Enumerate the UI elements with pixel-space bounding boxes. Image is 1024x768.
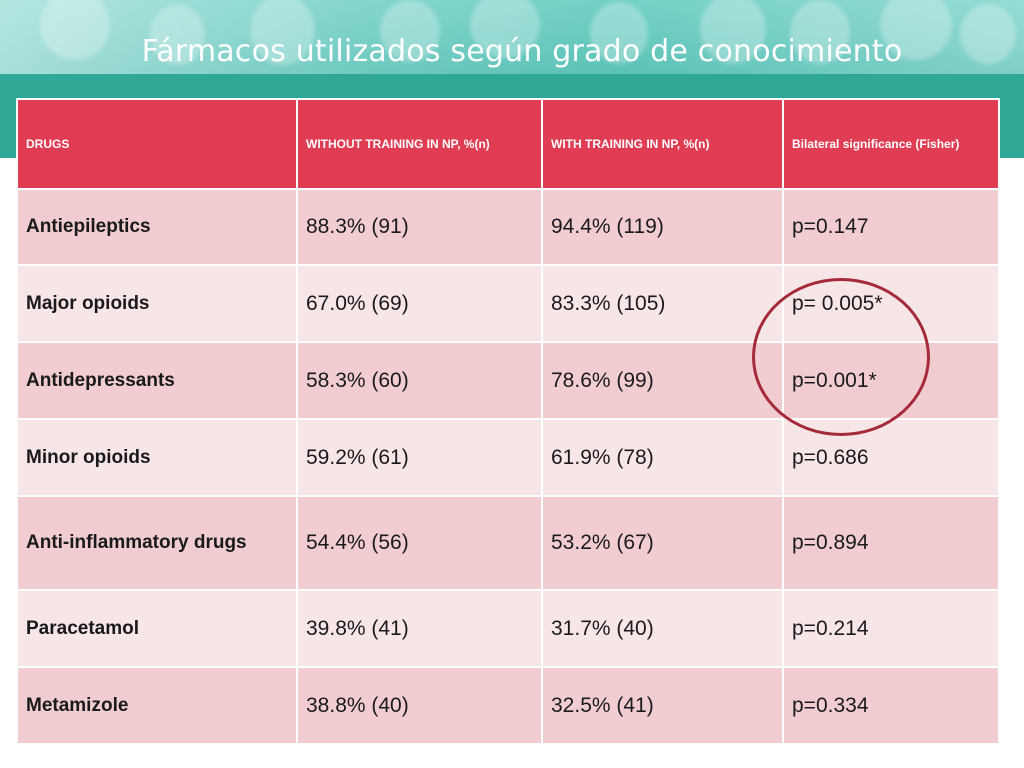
table-row: Metamizole 38.8% (40) 32.5% (41) p=0.334 xyxy=(16,666,1000,745)
drug-name: Minor opioids xyxy=(16,418,298,497)
with-training-value: 32.5% (41) xyxy=(541,666,784,745)
with-training-value: 78.6% (99) xyxy=(541,341,784,420)
drug-name: Anti-inflammatory drugs xyxy=(16,495,298,591)
drug-name: Antiepileptics xyxy=(16,188,298,266)
table-row: Antiepileptics 88.3% (91) 94.4% (119) p=… xyxy=(16,188,1000,266)
drug-name: Major opioids xyxy=(16,264,298,343)
header-significance: Bilateral significance (Fisher) xyxy=(782,98,1000,190)
without-training-value: 67.0% (69) xyxy=(296,264,543,343)
without-training-value: 88.3% (91) xyxy=(296,188,543,266)
with-training-value: 94.4% (119) xyxy=(541,188,784,266)
without-training-value: 39.8% (41) xyxy=(296,589,543,668)
drug-name: Antidepressants xyxy=(16,341,298,420)
table-row: Anti-inflammatory drugs 54.4% (56) 53.2%… xyxy=(16,495,1000,591)
p-value: p=0.214 xyxy=(782,589,1000,668)
table-row: Antidepressants 58.3% (60) 78.6% (99) p=… xyxy=(16,341,1000,420)
without-training-value: 59.2% (61) xyxy=(296,418,543,497)
page-title: Fármacos utilizados según grado de conoc… xyxy=(141,34,903,69)
with-training-value: 61.9% (78) xyxy=(541,418,784,497)
data-table-container: DRUGS WITHOUT TRAINING IN NP, %(n) WITH … xyxy=(16,98,1000,746)
table-row: Paracetamol 39.8% (41) 31.7% (40) p=0.21… xyxy=(16,589,1000,668)
p-value: p= 0.005* xyxy=(782,264,1000,343)
table-row: Minor opioids 59.2% (61) 61.9% (78) p=0.… xyxy=(16,418,1000,497)
without-training-value: 54.4% (56) xyxy=(296,495,543,591)
header-drugs: DRUGS xyxy=(16,98,298,190)
drugs-table: DRUGS WITHOUT TRAINING IN NP, %(n) WITH … xyxy=(16,98,1000,745)
drug-name: Metamizole xyxy=(16,666,298,745)
header-without-training: WITHOUT TRAINING IN NP, %(n) xyxy=(296,98,543,190)
without-training-value: 58.3% (60) xyxy=(296,341,543,420)
with-training-value: 31.7% (40) xyxy=(541,589,784,668)
drug-name: Paracetamol xyxy=(16,589,298,668)
table-row: Major opioids 67.0% (69) 83.3% (105) p= … xyxy=(16,264,1000,343)
p-value: p=0.001* xyxy=(782,341,1000,420)
p-value: p=0.894 xyxy=(782,495,1000,591)
table-header-row: DRUGS WITHOUT TRAINING IN NP, %(n) WITH … xyxy=(16,98,1000,190)
with-training-value: 83.3% (105) xyxy=(541,264,784,343)
without-training-value: 38.8% (40) xyxy=(296,666,543,745)
p-value: p=0.334 xyxy=(782,666,1000,745)
header-with-training: WITH TRAINING IN NP, %(n) xyxy=(541,98,784,190)
with-training-value: 53.2% (67) xyxy=(541,495,784,591)
p-value: p=0.686 xyxy=(782,418,1000,497)
p-value: p=0.147 xyxy=(782,188,1000,266)
